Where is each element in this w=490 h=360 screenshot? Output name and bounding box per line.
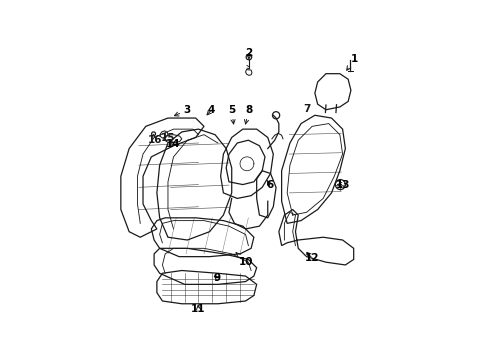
Text: 5: 5 (228, 105, 235, 124)
Text: 2: 2 (245, 49, 252, 59)
Text: 9: 9 (214, 273, 221, 283)
Text: 16: 16 (148, 135, 163, 145)
Text: 10: 10 (236, 253, 253, 267)
Text: 13: 13 (336, 180, 350, 190)
Text: 12: 12 (305, 252, 319, 263)
Text: 7: 7 (303, 104, 310, 114)
Text: 8: 8 (245, 105, 252, 124)
Text: 4: 4 (207, 105, 215, 115)
Text: 14: 14 (166, 139, 181, 149)
Text: 11: 11 (191, 304, 206, 314)
Text: 6: 6 (266, 180, 273, 190)
Text: 1: 1 (347, 54, 358, 70)
Text: 3: 3 (174, 105, 191, 116)
Text: 15: 15 (161, 133, 175, 143)
